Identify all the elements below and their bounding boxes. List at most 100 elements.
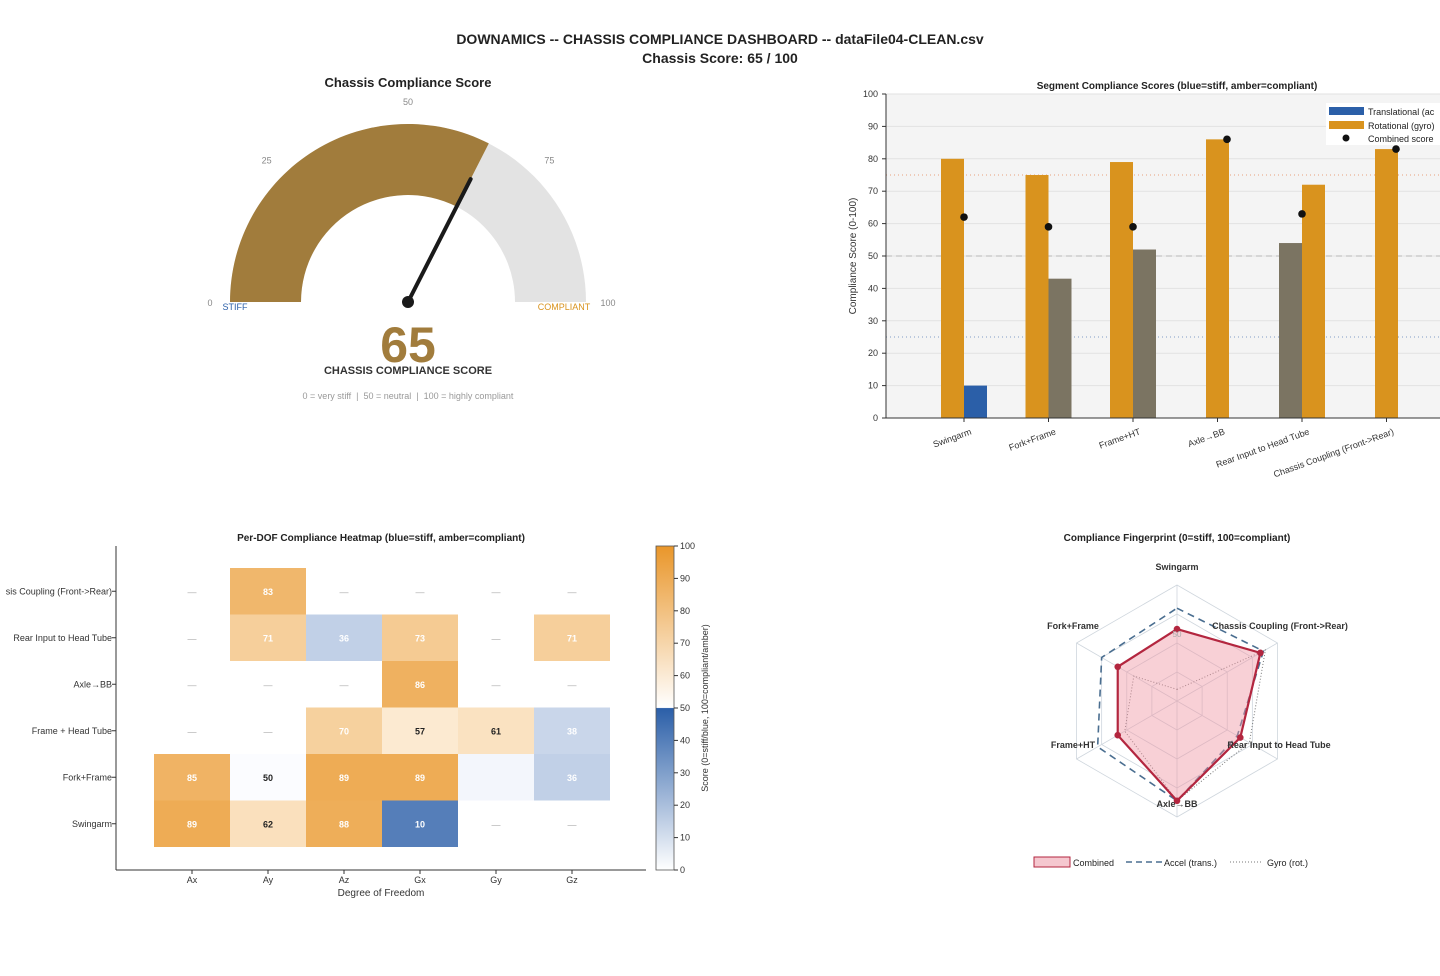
heatmap-cell-label: 50: [263, 773, 273, 783]
bar-rotational: [1302, 184, 1325, 418]
dashboard-title: DOWNAMICS -- CHASSIS COMPLIANCE DASHBOAR…: [456, 31, 984, 47]
gauge-caption: CHASSIS COMPLIANCE SCORE: [324, 365, 492, 377]
colorbar-tick-label: 80: [680, 606, 690, 616]
heatmap-row-label: Fork+Frame: [63, 772, 112, 782]
gauge-note: 0 = very stiff | 50 = neutral | 100 = hi…: [303, 391, 514, 401]
bar-rotational: [1206, 139, 1229, 419]
heatmap-cell: [458, 707, 534, 754]
bar-ytick-label: 100: [863, 89, 878, 99]
colorbar-label: Score (0=stiff/blue, 100=compliant/amber…: [700, 624, 710, 791]
bar-rotational: [1375, 149, 1398, 418]
heatmap-cell-label: 36: [339, 633, 349, 643]
gauge-tick-label: 75: [544, 156, 554, 166]
colorbar-tick-label: 90: [680, 573, 690, 583]
bar-rotational: [1048, 278, 1072, 418]
compliance-radar: Compliance Fingerprint (0=stiff, 100=com…: [1033, 533, 1348, 868]
bar-ytick-label: 90: [868, 121, 878, 131]
bar-xtick-label: Axle→BB: [1187, 426, 1227, 449]
heatmap-cell-label: 86: [415, 680, 425, 690]
colorbar-tick-label: 60: [680, 671, 690, 681]
heatmap-cell-label: —: [492, 633, 501, 643]
heatmap-cell: [230, 800, 306, 847]
heatmap-cell-label: —: [340, 680, 349, 690]
heatmap-cell-label: 89: [339, 773, 349, 783]
heatmap-xlabel: Degree of Freedom: [338, 888, 425, 899]
radar-series-gyro: [1124, 649, 1267, 802]
colorbar-tick-label: 70: [680, 638, 690, 648]
gauge-value: 65: [380, 317, 436, 373]
radar-point: [1114, 731, 1122, 739]
heatmap-colorbar: [655, 545, 675, 871]
gauge-title: Chassis Compliance Score: [325, 75, 492, 90]
legend-label-rotational: Rotational (gyro): [1368, 121, 1435, 131]
heatmap-col-label: Gy: [490, 875, 502, 885]
bar-ytick-label: 10: [868, 381, 878, 391]
heatmap-cell-label: —: [492, 819, 501, 829]
heatmap-cell-label: —: [188, 726, 197, 736]
radar-ring-label: 50: [1173, 630, 1182, 639]
heatmap-cell: [382, 800, 458, 847]
heatmap-row-label: sis Coupling (Front->Rear): [6, 586, 112, 596]
heatmap-cell-label: —: [340, 587, 349, 597]
bar-combined-marker: [1223, 135, 1231, 144]
heatmap-cell-label: —: [264, 726, 273, 736]
heatmap-cell: [230, 754, 306, 801]
heatmap-row-label: Axle→BB: [73, 679, 112, 689]
dashboard-subtitle: Chassis Score: 65 / 100: [642, 50, 798, 66]
radar-point: [1173, 625, 1181, 633]
radar-title: Compliance Fingerprint (0=stiff, 100=com…: [1064, 533, 1291, 544]
heatmap-cell: [382, 707, 458, 754]
radar-series-combined: [1116, 627, 1262, 803]
colorbar-tick-label: 100: [680, 541, 695, 551]
legend-marker-combined: [1342, 134, 1350, 142]
bar-ylabel: Compliance Score (0-100): [848, 198, 859, 315]
bar-xtick-label: Frame+HT: [1098, 426, 1143, 450]
heatmap-cell-label: 62: [263, 819, 273, 829]
heatmap-col-label: Ay: [263, 875, 274, 885]
radar-axis-label: Frame+HT: [1051, 740, 1096, 750]
legend-label-translational: Translational (ac: [1368, 107, 1435, 117]
radar-spoke: [1076, 642, 1178, 702]
legend-swatch-rotational: [1329, 121, 1364, 129]
heatmap-cell: [382, 614, 458, 661]
heatmap-cell-label: —: [188, 680, 197, 690]
dof-heatmap: Per-DOF Compliance Heatmap (blue=stiff, …: [6, 533, 710, 899]
heatmap-cell-label: —: [188, 633, 197, 643]
bar-legend: Translational (ac Rotational (gyro) Comb…: [1326, 103, 1440, 145]
bar-title: Segment Compliance Scores (blue=stiff, a…: [1037, 81, 1318, 92]
radar-spoke: [1076, 700, 1178, 760]
legend-label-combined: Combined score: [1368, 134, 1434, 144]
heatmap-row-label: Rear Input to Head Tube: [13, 633, 112, 643]
heatmap-cell: [230, 614, 306, 661]
heatmap-col-label: Gx: [414, 875, 426, 885]
heatmap-cell-label: 36: [567, 773, 577, 783]
heatmap-cell-label: 10: [415, 819, 425, 829]
heatmap-cell: [230, 568, 306, 615]
radar-legend-combined: Combined: [1073, 858, 1114, 868]
bar-rotational: [964, 385, 987, 418]
radar-legend-gyro: Gyro (rot.): [1267, 858, 1308, 868]
heatmap-col-label: Ax: [187, 875, 198, 885]
heatmap-cell-label: —: [568, 819, 577, 829]
heatmap-cell: [534, 707, 610, 754]
colorbar-tick-label: 40: [680, 735, 690, 745]
gauge-fill: [230, 124, 489, 302]
heatmap-cell-label: —: [568, 587, 577, 597]
radar-axis-label: Swingarm: [1155, 562, 1198, 572]
colorbar-tick-label: 10: [680, 833, 690, 843]
gauge-compliant-label: COMPLIANT: [538, 302, 591, 312]
gauge-chart: Chassis Compliance Score 0 25 50 75 100 STIF…: [207, 75, 615, 401]
colorbar-tick-label: 30: [680, 768, 690, 778]
bar-ytick-label: 70: [868, 186, 878, 196]
heatmap-cell: [154, 800, 230, 847]
heatmap-cell: [154, 754, 230, 801]
radar-axis-label: Axle→BB: [1156, 799, 1198, 809]
heatmap-cell: [534, 614, 610, 661]
heatmap-cell: [382, 661, 458, 708]
heatmap-col-label: Gz: [566, 875, 578, 885]
radar-spoke: [1176, 700, 1278, 760]
heatmap-cell-label: 83: [263, 587, 273, 597]
heatmap-cell-label: —: [188, 587, 197, 597]
bar-translational: [941, 158, 964, 419]
colorbar-tick-label: 20: [680, 800, 690, 810]
